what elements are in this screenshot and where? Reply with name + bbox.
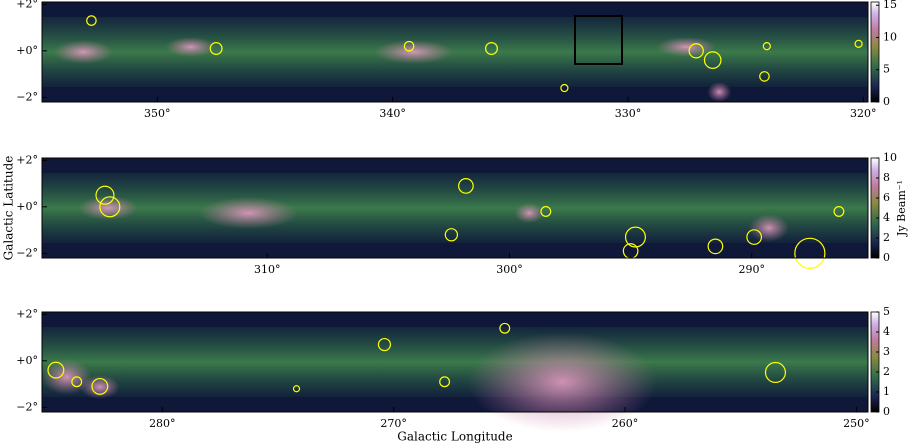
x-tick-label: 320°	[850, 107, 877, 120]
colorbar-tick-label: 0	[883, 251, 890, 264]
source-circle	[560, 83, 569, 93]
colorbar-tick-label: 1	[883, 385, 890, 398]
colorbar	[870, 1, 880, 103]
emission-region	[373, 40, 454, 64]
source-circle	[99, 196, 121, 218]
source-circle	[95, 185, 115, 205]
source-circle	[209, 42, 223, 55]
colorbar	[870, 157, 880, 259]
source-circle	[499, 322, 511, 334]
y-tick-label: −2°	[16, 90, 38, 103]
colorbar-tick-label: 0	[883, 405, 890, 418]
image-frame	[41, 157, 869, 259]
x-tick-label: 270°	[380, 417, 407, 430]
colorbar-tick-label: 0	[883, 95, 890, 108]
x-axis-label: Galactic Longitude	[397, 430, 512, 444]
highlight-box	[574, 15, 623, 65]
emission-region	[53, 40, 114, 64]
y-tick-label: −2°	[16, 246, 38, 259]
emission-region	[198, 197, 299, 229]
source-circle	[794, 237, 826, 269]
colorbar-tick-label: 2	[883, 231, 890, 244]
y-tick-label: +2°	[16, 153, 38, 166]
source-circle	[854, 39, 863, 48]
source-circle	[91, 377, 109, 395]
image-frame	[41, 1, 869, 103]
x-tick-label: 280°	[149, 417, 176, 430]
source-circle	[688, 43, 704, 59]
source-circle	[746, 229, 763, 245]
colorbar-tick-label: 10	[883, 151, 897, 164]
colorbar	[870, 311, 880, 413]
source-circle	[403, 40, 415, 52]
colorbar-tick-label: 2	[883, 365, 890, 378]
colorbar-label: Jy Beam⁻¹	[895, 180, 908, 237]
colorbar-tick-label: 4	[883, 211, 890, 224]
y-tick-label: +0°	[16, 44, 38, 57]
source-circle	[540, 206, 552, 217]
y-tick-label: −2°	[16, 400, 38, 413]
source-circle	[458, 178, 474, 194]
galactic-plane-emission	[42, 17, 868, 87]
galactic-plane-emission	[42, 173, 868, 243]
colorbar-tick-label: 6	[883, 191, 890, 204]
colorbar-tick-label: 8	[883, 171, 890, 184]
emission-region	[165, 37, 216, 57]
emission-region	[514, 203, 545, 223]
source-circle	[762, 42, 771, 51]
y-tick-label: +0°	[16, 200, 38, 213]
emission-region	[78, 196, 139, 220]
x-tick-label: 350°	[144, 107, 171, 120]
x-tick-label: 260°	[612, 417, 639, 430]
source-circle	[624, 226, 646, 248]
y-tick-label: +2°	[16, 307, 38, 320]
galactic-plane-emission	[42, 327, 868, 397]
source-circle	[707, 238, 724, 255]
emission-region	[656, 37, 717, 57]
x-tick-label: 300°	[496, 263, 523, 276]
emission-region	[79, 375, 120, 399]
source-circle	[444, 228, 459, 242]
y-tick-label: +2°	[16, 0, 38, 10]
source-circle	[377, 337, 392, 352]
source-circle	[292, 385, 301, 393]
colorbar-tick-label: 10	[883, 30, 897, 43]
source-circle	[759, 71, 770, 82]
emission-region	[467, 332, 658, 432]
source-circle	[71, 376, 83, 388]
colorbar-tick-label: 5	[883, 63, 890, 76]
image-frame	[41, 311, 869, 413]
source-circle	[833, 206, 845, 217]
colorbar-tick-label: 3	[883, 345, 890, 358]
x-tick-label: 330°	[615, 107, 642, 120]
source-circle	[439, 376, 451, 388]
colorbar-tick-label: 4	[883, 325, 890, 338]
x-tick-label: 340°	[379, 107, 406, 120]
colorbar-tick-label: 15	[883, 0, 897, 11]
x-tick-label: 310°	[254, 263, 281, 276]
source-circle	[484, 42, 498, 55]
y-axis-label: Galactic Latitude	[2, 156, 16, 261]
emission-region	[707, 82, 732, 102]
colorbar-tick-label: 5	[883, 305, 890, 318]
x-tick-label: 290°	[738, 263, 765, 276]
emission-region	[748, 214, 789, 242]
source-circle	[764, 361, 786, 384]
source-circle	[47, 361, 65, 379]
source-circle	[703, 51, 722, 69]
y-tick-label: +0°	[16, 354, 38, 367]
source-circle	[86, 15, 97, 26]
x-tick-label: 250°	[843, 417, 870, 430]
